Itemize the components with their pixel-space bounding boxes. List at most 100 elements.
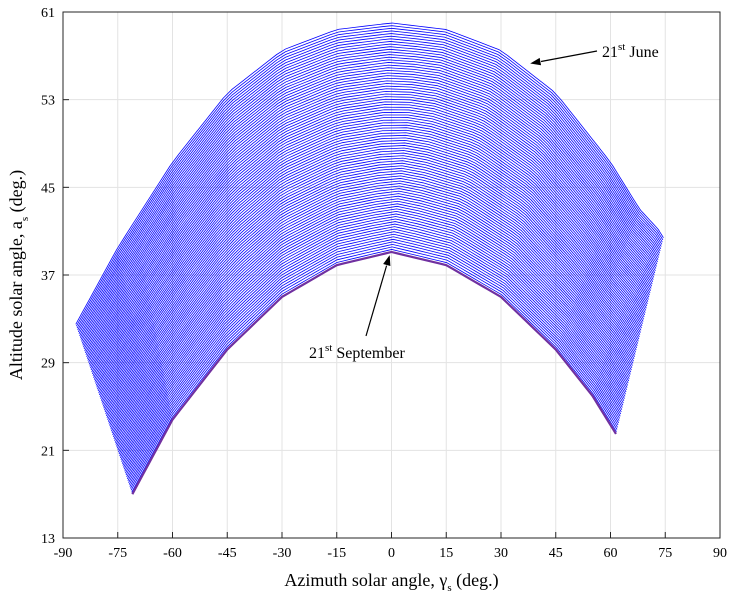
daily-curve	[104, 142, 640, 413]
daily-curve	[97, 111, 646, 390]
daily-curve	[80, 43, 660, 340]
daily-curve	[89, 80, 653, 367]
annotation-june: 21st June	[602, 41, 659, 61]
curve-september	[131, 250, 617, 495]
x-tick-label: -60	[163, 546, 182, 561]
daily-curve	[118, 195, 629, 453]
daily-curve	[79, 38, 661, 336]
arrow-june-head	[530, 57, 542, 66]
annotation-september: 21st September	[309, 342, 405, 362]
daily-curve	[121, 210, 625, 464]
daily-curve	[126, 228, 622, 478]
x-tick-label: 15	[439, 546, 453, 561]
daily-curve	[130, 243, 618, 489]
daily-curve	[95, 104, 648, 384]
daily-curve	[76, 25, 664, 327]
daily-curve	[124, 221, 623, 472]
daily-curve	[114, 183, 631, 443]
daily-curve	[125, 223, 623, 474]
daily-curve	[112, 172, 633, 436]
daily-curve	[77, 30, 663, 331]
y-axis-label: Altitude solar angle, as (deg.)	[6, 170, 31, 380]
daily-curve	[111, 167, 634, 432]
daily-curve	[95, 106, 647, 386]
daily-curve	[81, 46, 659, 342]
daily-curve	[122, 213, 625, 466]
annotation-arrows	[365, 50, 598, 337]
daily-curve	[111, 170, 634, 434]
daily-curve	[78, 35, 662, 335]
daily-curve	[90, 85, 651, 371]
daily-curve	[87, 72, 654, 361]
x-tick-label: 90	[713, 546, 727, 561]
arrow-june-shaft	[540, 50, 598, 63]
daily-curve	[100, 124, 643, 399]
daily-curve	[102, 134, 641, 407]
daily-curve	[105, 145, 639, 415]
arrow-september-head	[383, 255, 391, 267]
daily-curve	[93, 98, 649, 380]
daily-curve	[103, 137, 641, 409]
daily-curve	[109, 160, 636, 426]
daily-curve	[119, 203, 627, 459]
daily-curve	[119, 200, 627, 457]
x-tick-label: -45	[218, 546, 237, 561]
y-tick-label: 13	[41, 532, 55, 547]
daily-curve	[85, 64, 656, 356]
y-tick-label: 61	[41, 6, 55, 21]
daily-curve	[76, 27, 663, 329]
daily-curve	[117, 193, 629, 451]
daily-curve	[113, 178, 632, 440]
daily-curve	[123, 216, 624, 468]
daily-curve	[84, 59, 657, 352]
daily-curve	[82, 51, 658, 346]
daily-curve	[104, 139, 640, 411]
daily-curve	[99, 122, 644, 398]
daily-curve	[96, 109, 647, 388]
daily-curve	[107, 152, 638, 420]
daily-curve	[108, 157, 637, 424]
daily-curve	[86, 69, 655, 359]
daily-curve	[83, 56, 657, 350]
curve-june	[75, 22, 664, 325]
daily-curve	[128, 236, 620, 483]
daily-curve	[105, 147, 639, 417]
daily-curve	[88, 77, 653, 365]
daily-curve	[77, 33, 662, 333]
daily-curve	[123, 218, 624, 470]
y-tick-label: 45	[41, 181, 55, 196]
x-tick-label: 75	[658, 546, 672, 561]
daily-curve	[114, 180, 632, 441]
daily-curve	[100, 127, 643, 401]
daily-curve	[88, 75, 654, 363]
daily-curve	[118, 198, 628, 455]
arrow-september-shaft	[365, 265, 388, 337]
y-tick-label: 29	[41, 357, 55, 372]
daily-curve	[110, 165, 635, 430]
daily-curve	[120, 205, 626, 461]
daily-curve	[115, 185, 631, 445]
daily-curve	[91, 88, 651, 373]
y-tick-label: 37	[41, 269, 55, 284]
daily-curve	[84, 62, 656, 354]
daily-curve	[91, 90, 650, 375]
tick-labels: -90 -75 -60 -45 -30 -15 0 15 30 45 60 75 90 13 21 29 37 4…	[41, 6, 727, 561]
daily-curve	[94, 101, 648, 382]
x-tick-label: 0	[388, 546, 395, 561]
x-tick-label: -15	[327, 546, 346, 561]
daily-curve	[127, 233, 621, 481]
daily-curve	[93, 96, 649, 378]
daily-curve	[109, 162, 635, 428]
daily-curve	[97, 114, 646, 392]
daily-curve	[92, 93, 650, 377]
daily-curve	[116, 190, 630, 449]
daily-curve	[121, 208, 626, 462]
x-tick-label: -30	[273, 546, 292, 561]
daily-curve	[98, 117, 645, 394]
daily-curve	[107, 155, 637, 422]
x-tick-label: -90	[54, 546, 73, 561]
daily-curve	[129, 241, 619, 487]
y-tick-label: 53	[41, 94, 55, 109]
